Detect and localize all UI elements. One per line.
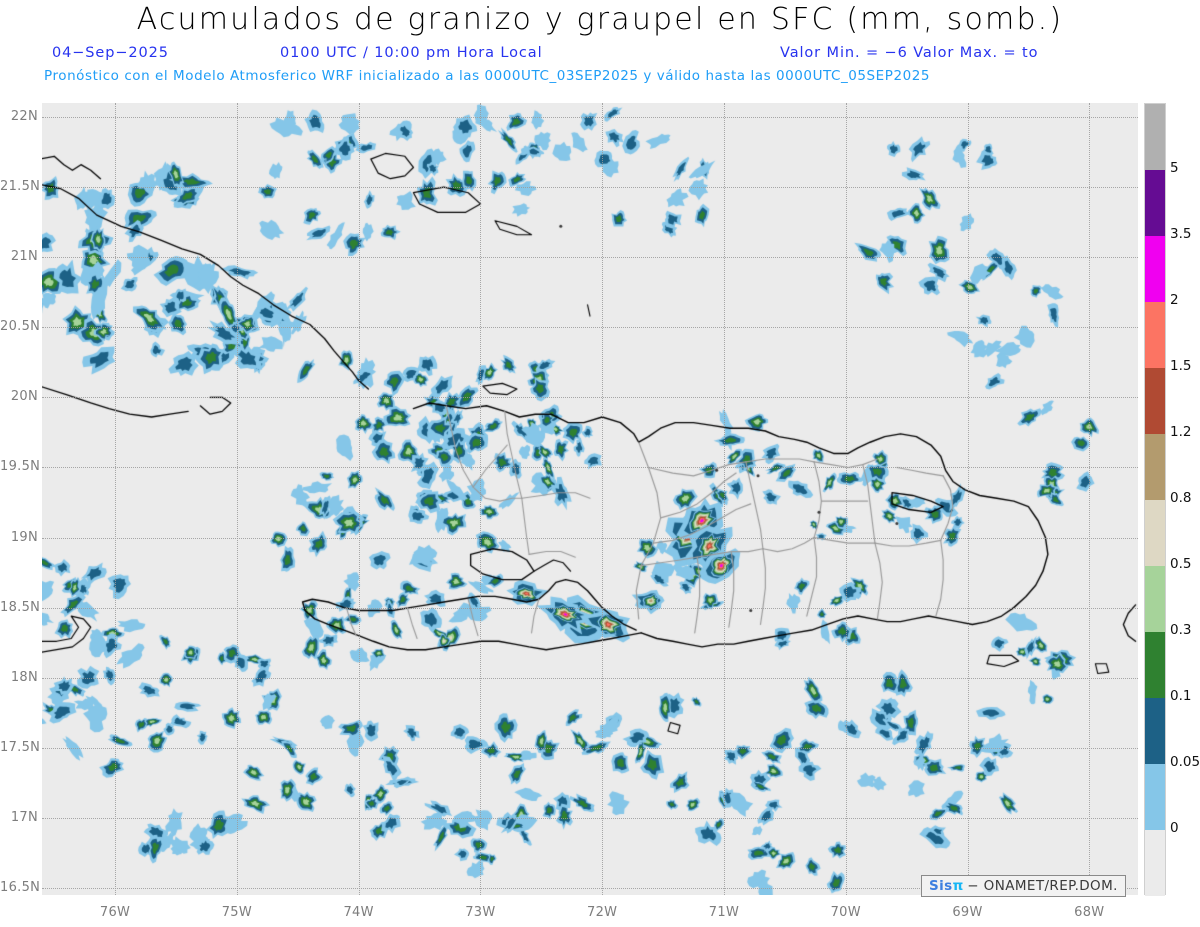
longitude-tick-label: 72W xyxy=(587,905,618,920)
longitude-tick-label: 75W xyxy=(221,905,252,920)
longitude-tick-label: 68W xyxy=(1074,905,1105,920)
colorbar-tick-label: 0 xyxy=(1170,820,1179,836)
latitude-tick-label: 20.5N xyxy=(0,319,41,335)
attribution-badge: Sis π − ONAMET/REP.DOM. xyxy=(921,875,1126,897)
map-plot-area xyxy=(42,103,1138,895)
colorbar-tick-label: 0.3 xyxy=(1170,622,1192,638)
brand-label: Sis xyxy=(929,878,953,894)
forecast-date: 04−Sep−2025 xyxy=(52,45,169,61)
longitude-tick-label: 74W xyxy=(343,905,374,920)
colorbar-segment xyxy=(1145,632,1165,698)
colorbar-tick-label: 3.5 xyxy=(1170,226,1192,242)
colorbar-segment xyxy=(1145,170,1165,236)
latitude-tick-label: 17N xyxy=(10,809,38,825)
value-range-label: Valor Min. = −6 Valor Max. = to xyxy=(780,45,1039,61)
colorbar xyxy=(1144,103,1166,896)
longitude-tick-label: 70W xyxy=(830,905,861,920)
latitude-tick-label: 18N xyxy=(10,669,38,685)
latitude-tick-label: 19N xyxy=(10,529,38,545)
colorbar-tick-label: 5 xyxy=(1170,160,1179,176)
colorbar-tick-label: 0.05 xyxy=(1170,754,1200,770)
latitude-tick-label: 16.5N xyxy=(0,879,41,895)
latitude-tick-label: 20N xyxy=(10,389,38,405)
model-description: Pronóstico con el Modelo Atmosferico WRF… xyxy=(44,68,931,84)
colorbar-tick-label: 1.5 xyxy=(1170,358,1192,374)
latitude-tick-label: 22N xyxy=(10,109,38,125)
forecast-time: 0100 UTC / 10:00 pm Hora Local xyxy=(280,45,543,61)
precipitation-raster xyxy=(42,103,1138,895)
colorbar-tick-label: 0.8 xyxy=(1170,490,1192,506)
latitude-tick-label: 18.5N xyxy=(0,599,41,615)
colorbar-segment xyxy=(1145,500,1165,566)
colorbar-segment xyxy=(1145,764,1165,830)
colorbar-tick-label: 1.2 xyxy=(1170,424,1192,440)
latitude-tick-label: 21.5N xyxy=(0,179,41,195)
colorbar-tick-label: 2 xyxy=(1170,292,1179,308)
colorbar-segment xyxy=(1145,302,1165,368)
latitude-tick-label: 21N xyxy=(10,249,38,265)
page-title: Acumulados de granizo y graupel en SFC (… xyxy=(136,2,1064,37)
colorbar-tick-label: 0.5 xyxy=(1170,556,1192,572)
colorbar-segment xyxy=(1145,236,1165,302)
colorbar-segment xyxy=(1145,368,1165,434)
chart-header: Acumulados de granizo y graupel en SFC (… xyxy=(0,0,1200,95)
longitude-tick-label: 69W xyxy=(952,905,983,920)
colorbar-segment xyxy=(1145,830,1165,896)
latitude-tick-label: 19.5N xyxy=(0,459,41,475)
longitude-tick-label: 73W xyxy=(465,905,496,920)
colorbar-segment xyxy=(1145,566,1165,632)
colorbar-tick-label: 0.1 xyxy=(1170,688,1192,704)
longitude-tick-label: 76W xyxy=(99,905,131,920)
colorbar-segment xyxy=(1145,698,1165,764)
pi-symbol-icon: π xyxy=(952,878,964,894)
colorbar-segment xyxy=(1145,104,1165,170)
organization-label: − ONAMET/REP.DOM. xyxy=(967,878,1118,894)
longitude-tick-label: 71W xyxy=(708,905,740,920)
colorbar-segment xyxy=(1145,434,1165,500)
latitude-tick-label: 17.5N xyxy=(0,739,41,755)
